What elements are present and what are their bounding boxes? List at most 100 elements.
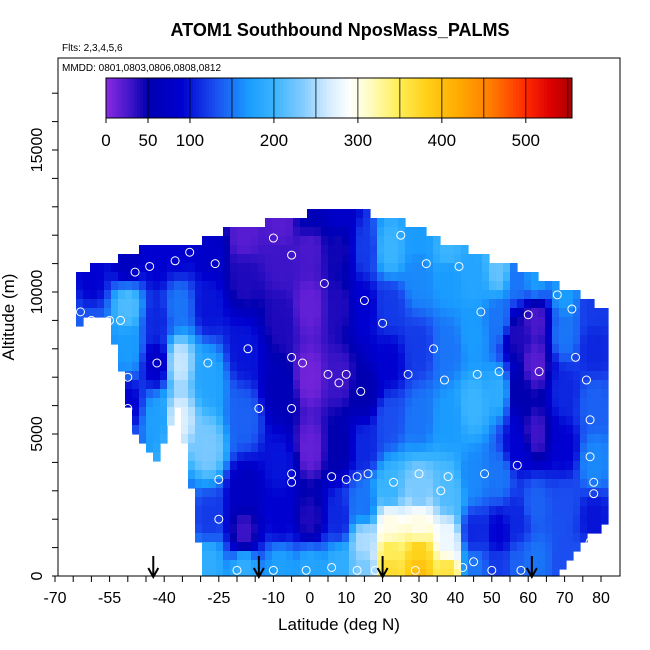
heatmap-cell <box>321 524 329 534</box>
heatmap-cell <box>433 533 441 543</box>
colorbar-swatch <box>460 78 464 118</box>
heatmap-cell <box>573 308 581 318</box>
heatmap-cell <box>573 425 581 435</box>
heatmap-cell <box>272 443 280 453</box>
heatmap-cell <box>552 353 560 363</box>
heatmap-cell <box>230 506 238 516</box>
colorbar-swatch <box>500 78 505 118</box>
heatmap-cell <box>594 524 602 534</box>
heatmap-cell <box>566 551 574 561</box>
heatmap-cell <box>426 335 434 345</box>
heatmap-cell <box>188 344 196 354</box>
heatmap-cell <box>573 506 581 516</box>
heatmap-cell <box>524 335 532 345</box>
heatmap-cell <box>216 263 224 273</box>
heatmap-cell <box>328 344 336 354</box>
heatmap-cell <box>272 326 280 336</box>
colorbar-swatch <box>118 78 123 118</box>
heatmap-cell <box>503 542 511 552</box>
heatmap-cell <box>601 479 609 489</box>
heatmap-cell <box>391 569 399 577</box>
heatmap-cell <box>237 506 245 516</box>
heatmap-cell <box>566 479 574 489</box>
heatmap-cell <box>398 470 406 480</box>
heatmap-cell <box>552 434 560 444</box>
heatmap-cell <box>356 335 364 345</box>
heatmap-cell <box>328 443 336 453</box>
heatmap-cell <box>559 452 567 462</box>
heatmap-cell <box>426 560 434 570</box>
heatmap-cell <box>146 398 154 408</box>
heatmap-cell <box>482 416 490 426</box>
heatmap-cell <box>580 344 588 354</box>
sample-point <box>254 403 264 413</box>
heatmap-cell <box>349 434 357 444</box>
colorbar-swatch <box>528 78 533 118</box>
heatmap-cell <box>139 407 147 417</box>
heatmap-cell <box>594 506 602 516</box>
heatmap-cell <box>433 236 441 246</box>
heatmap-cell <box>377 551 385 561</box>
heatmap-cell <box>223 353 231 363</box>
heatmap-cell <box>447 272 455 282</box>
heatmap-cell <box>412 452 420 462</box>
heatmap-cell <box>188 299 196 309</box>
heatmap-cell <box>167 254 175 264</box>
colorbar-swatch <box>522 78 526 118</box>
colorbar-swatch <box>366 78 371 118</box>
colorbar-swatch <box>410 78 415 118</box>
heatmap-cell <box>223 398 231 408</box>
heatmap-cell <box>489 380 497 390</box>
heatmap-cell <box>195 524 203 534</box>
heatmap-cell <box>552 497 560 507</box>
heatmap-cell <box>314 290 322 300</box>
colorbar-swatch <box>106 78 110 118</box>
heatmap-cell <box>251 236 259 246</box>
sample-point <box>323 369 333 379</box>
heatmap-cell <box>118 308 126 318</box>
heatmap-cell <box>216 254 224 264</box>
heatmap-cell <box>503 479 511 489</box>
flights-label: Flts: 2,3,4,5,6 <box>62 43 123 54</box>
heatmap-cell <box>335 290 343 300</box>
x-tick-label: -40 <box>153 590 176 607</box>
heatmap-cell <box>524 380 532 390</box>
heatmap-cell <box>321 560 329 570</box>
heatmap-cell <box>258 515 266 525</box>
heatmap-cell <box>286 488 294 498</box>
heatmap-cell <box>468 335 476 345</box>
heatmap-cell <box>202 524 210 534</box>
heatmap-cell <box>594 515 602 525</box>
heatmap-cell <box>601 416 609 426</box>
heatmap-cell <box>265 497 273 507</box>
heatmap-cell <box>174 281 182 291</box>
heatmap-cell <box>153 443 161 453</box>
heatmap-cell <box>90 272 98 282</box>
heatmap-cell <box>293 416 301 426</box>
heatmap-cell <box>223 380 231 390</box>
heatmap-cell <box>153 245 161 255</box>
heatmap-cell <box>587 362 595 372</box>
heatmap-cell <box>566 470 574 480</box>
heatmap-cell <box>237 263 245 273</box>
heatmap-cell <box>377 380 385 390</box>
heatmap-cell <box>174 254 182 264</box>
heatmap-cell <box>251 407 259 417</box>
heatmap-cell <box>216 569 224 577</box>
sample-point <box>516 565 526 575</box>
heatmap-cell <box>230 245 238 255</box>
heatmap-cell <box>300 434 308 444</box>
heatmap-cell <box>195 461 203 471</box>
heatmap-cell <box>83 290 91 300</box>
heatmap-cell <box>559 533 567 543</box>
heatmap-cell <box>468 398 476 408</box>
heatmap-cell <box>293 551 301 561</box>
colorbar-swatch <box>174 78 178 118</box>
heatmap-cell <box>377 317 385 327</box>
heatmap-cell <box>391 425 399 435</box>
heatmap-cell <box>370 227 378 237</box>
heatmap-cell <box>286 443 294 453</box>
heatmap-cell <box>76 308 84 318</box>
sample-point <box>341 369 351 379</box>
colorbar-swatch <box>491 78 495 118</box>
